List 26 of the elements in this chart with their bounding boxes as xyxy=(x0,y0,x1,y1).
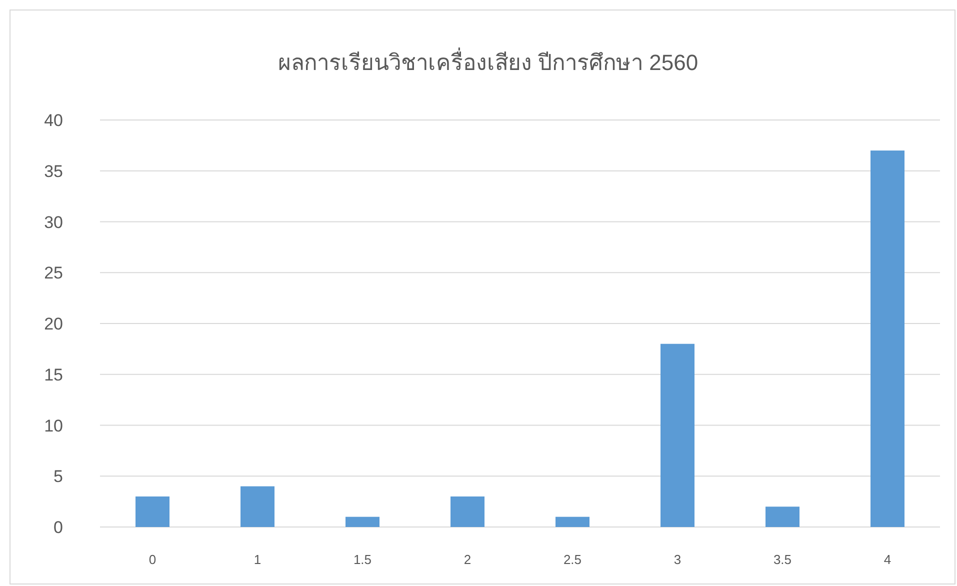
bar xyxy=(240,486,274,527)
y-tick-label: 40 xyxy=(44,111,63,130)
x-tick-label: 4 xyxy=(884,552,892,567)
bar xyxy=(660,344,694,527)
y-tick-label: 35 xyxy=(44,162,63,181)
x-tick-label: 2 xyxy=(464,552,472,567)
bar xyxy=(346,516,380,527)
y-tick-label: 25 xyxy=(44,264,63,283)
bar xyxy=(556,516,590,527)
y-tick-label: 10 xyxy=(44,416,63,436)
bar xyxy=(870,150,904,527)
y-tick-label: 0 xyxy=(54,518,63,537)
x-tick-label: 0 xyxy=(148,552,156,567)
x-tick-label: 2.5 xyxy=(563,552,582,567)
bar xyxy=(450,496,484,527)
chart-title: ผลการเรียนวิชาเครื่องเสียง ปีการศึกษา 2560 xyxy=(278,47,698,75)
y-tick-label: 20 xyxy=(44,314,63,334)
x-tick-label: 3.5 xyxy=(773,552,792,567)
y-tick-label: 15 xyxy=(44,365,63,384)
y-tick-label: 30 xyxy=(44,212,63,232)
x-tick-label: 3 xyxy=(674,552,682,567)
bar xyxy=(136,496,170,527)
x-tick-label: 1 xyxy=(254,552,262,567)
x-tick-label: 1.5 xyxy=(353,552,372,567)
y-tick-label: 5 xyxy=(54,467,63,486)
bar xyxy=(766,506,800,527)
